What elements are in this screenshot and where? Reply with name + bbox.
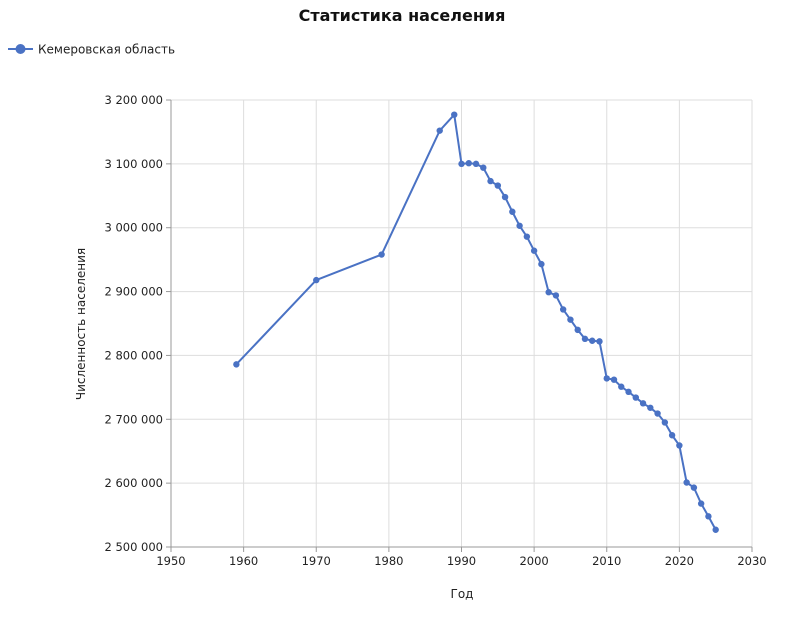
y-tick-label: 2 500 000: [104, 540, 163, 554]
x-tick-label: 2010: [592, 554, 621, 568]
legend[interactable]: Кемеровская область: [8, 43, 175, 57]
y-tick-label: 3 000 000: [104, 221, 163, 235]
y-axis-label: Численность населения: [74, 248, 88, 400]
data-point[interactable]: [436, 127, 443, 134]
data-point[interactable]: [559, 306, 567, 313]
legend-label: Кемеровская область: [38, 43, 175, 57]
data-point[interactable]: [712, 526, 719, 533]
data-point[interactable]: [530, 247, 538, 254]
x-tick-label: 2030: [737, 554, 766, 568]
data-point[interactable]: [313, 276, 320, 284]
data-point[interactable]: [516, 222, 523, 229]
data-point[interactable]: [589, 337, 596, 344]
data-point[interactable]: [378, 251, 385, 258]
data-point[interactable]: [487, 177, 494, 185]
data-point[interactable]: [603, 375, 610, 382]
data-point[interactable]: [538, 260, 545, 268]
y-tick-label: 2 800 000: [104, 348, 163, 362]
chart-title: Статистика населения: [299, 6, 506, 25]
x-tick-label: 1970: [302, 554, 331, 568]
data-point[interactable]: [509, 208, 516, 215]
data-point[interactable]: [676, 442, 683, 449]
y-tick-label: 2 700 000: [104, 412, 163, 426]
data-point[interactable]: [567, 316, 574, 323]
y-tick-label: 3 100 000: [104, 157, 163, 171]
data-point[interactable]: [472, 160, 480, 168]
data-point[interactable]: [683, 479, 690, 486]
data-point[interactable]: [632, 394, 639, 401]
x-tick-label: 2020: [665, 554, 694, 568]
data-point[interactable]: [639, 400, 647, 407]
x-tick-label: 1950: [156, 554, 185, 568]
data-point[interactable]: [494, 182, 502, 189]
data-point[interactable]: [647, 404, 654, 411]
data-point[interactable]: [697, 500, 705, 507]
data-point[interactable]: [233, 361, 240, 368]
data-point[interactable]: [458, 160, 465, 168]
data-point[interactable]: [552, 292, 560, 299]
data-point[interactable]: [581, 335, 589, 343]
data-point[interactable]: [465, 160, 472, 167]
x-tick-label: 1990: [447, 554, 476, 568]
data-point[interactable]: [690, 484, 698, 491]
data-point[interactable]: [625, 388, 632, 396]
data-point[interactable]: [451, 111, 458, 118]
data-point[interactable]: [596, 338, 603, 345]
data-point[interactable]: [574, 326, 581, 334]
data-point[interactable]: [501, 193, 509, 201]
tick-labels: 2 500 000 2 600 000 2 700 000 2 800 000 2 90…: [104, 93, 766, 568]
data-point[interactable]: [523, 233, 531, 240]
data-point[interactable]: [668, 432, 676, 439]
x-tick-label: 2000: [519, 554, 548, 568]
data-point[interactable]: [545, 289, 552, 296]
x-tick-label: 1960: [229, 554, 258, 568]
data-point[interactable]: [705, 513, 712, 520]
data-point[interactable]: [618, 383, 625, 390]
x-tick-label: 1980: [374, 554, 403, 568]
data-point[interactable]: [610, 376, 618, 383]
y-tick-label: 2 900 000: [104, 285, 163, 299]
data-point[interactable]: [661, 419, 669, 426]
series-line: [235, 113, 717, 531]
series-layer: [233, 111, 719, 533]
x-axis-label: Год: [451, 587, 474, 601]
y-tick-label: 3 200 000: [104, 93, 163, 107]
data-point[interactable]: [480, 164, 487, 171]
data-point[interactable]: [654, 410, 661, 417]
y-tick-label: 2 600 000: [104, 476, 163, 490]
legend-dot-marker: [15, 44, 26, 54]
grid: [170, 99, 753, 548]
axes: [166, 99, 753, 552]
